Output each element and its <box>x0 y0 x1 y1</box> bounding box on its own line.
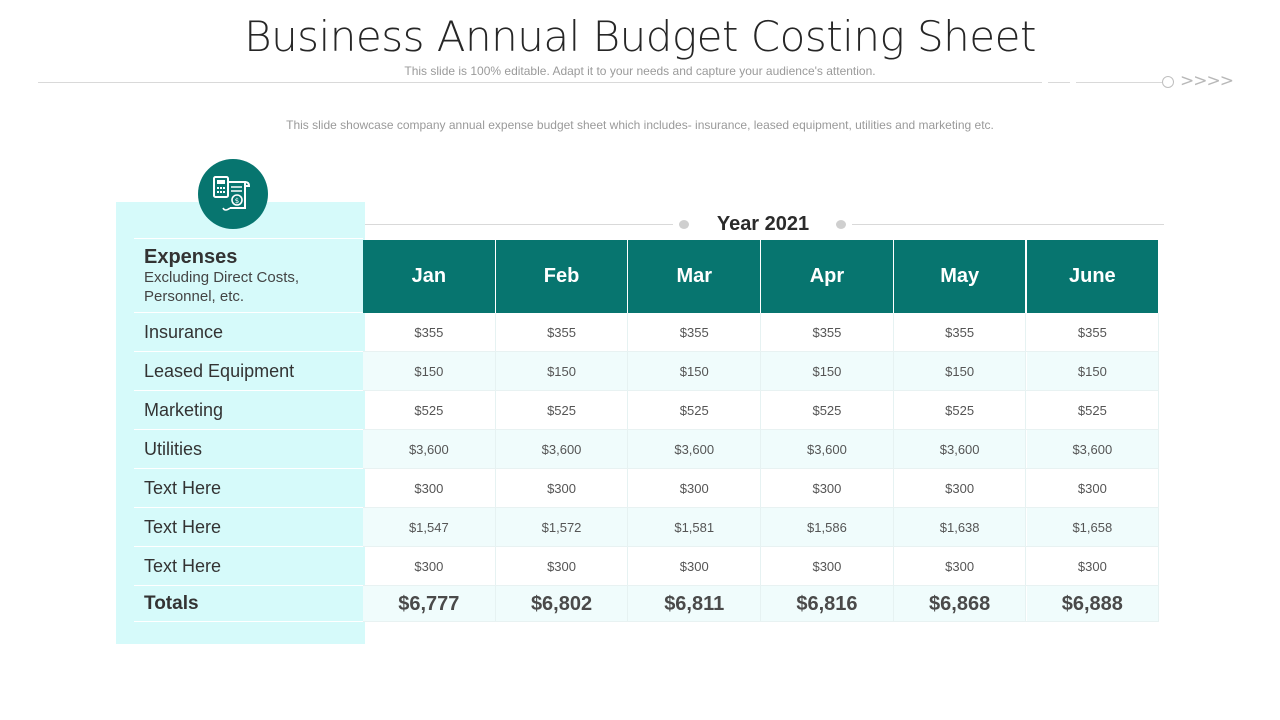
table-cell: $150 <box>893 352 1027 391</box>
expense-row-label: Text Here <box>134 547 363 586</box>
table-cell: $300 <box>761 469 894 508</box>
total-cell: $6,888 <box>1026 586 1160 622</box>
total-cell: $6,777 <box>363 586 496 622</box>
expense-row-label: Insurance <box>134 313 363 352</box>
calculator-invoice-icon: $ <box>198 159 268 229</box>
slide-title: Business Annual Budget Costing Sheet <box>244 12 1036 61</box>
month-header-june: June <box>1026 240 1160 313</box>
row-divider <box>363 507 1159 508</box>
table-cell: $525 <box>363 391 496 430</box>
table-cell: $1,658 <box>1026 508 1160 547</box>
circle-marker-icon <box>1162 76 1174 88</box>
table-cell: $355 <box>496 313 629 352</box>
title-divider-mid <box>1048 82 1070 83</box>
table-cell: $525 <box>496 391 629 430</box>
total-cell: $6,868 <box>893 586 1027 622</box>
title-divider-right <box>1076 82 1166 83</box>
expenses-title: Expenses <box>144 245 238 268</box>
table-cell: $300 <box>1027 469 1160 508</box>
year-divider-right <box>852 224 1164 225</box>
table-cell: $3,600 <box>893 430 1027 469</box>
table-cell: $355 <box>761 313 894 352</box>
expense-row-label: Leased Equipment <box>134 352 363 391</box>
table-cell: $150 <box>628 352 762 391</box>
slide-description: This slide showcase company annual expen… <box>286 118 994 132</box>
month-header-may: May <box>893 240 1027 313</box>
table-cell: $525 <box>1027 391 1160 430</box>
month-header-apr: Apr <box>761 240 894 313</box>
expenses-header: Expenses Excluding Direct Costs, Personn… <box>134 238 363 313</box>
month-header-jan: Jan <box>363 240 496 313</box>
table-cell: $150 <box>761 352 894 391</box>
expenses-subtitle: Excluding Direct Costs, Personnel, etc. <box>144 268 300 305</box>
row-divider <box>363 468 1159 469</box>
table-cell: $525 <box>894 391 1027 430</box>
table-cell: $3,600 <box>1026 430 1160 469</box>
expense-row-label: Text Here <box>134 508 363 547</box>
totals-row-label: Totals <box>134 586 363 622</box>
expense-row-label: Text Here <box>134 469 363 508</box>
title-divider-left <box>38 82 1042 83</box>
table-cell: $3,600 <box>363 430 496 469</box>
table-cell: $1,547 <box>363 508 496 547</box>
row-divider <box>363 351 1159 352</box>
row-divider <box>363 621 1159 622</box>
row-divider <box>363 429 1159 430</box>
table-cell: $355 <box>894 313 1027 352</box>
year-label: Year 2021 <box>716 213 810 235</box>
table-cell: $300 <box>894 469 1027 508</box>
table-cell: $525 <box>761 391 894 430</box>
table-cell: $1,586 <box>761 508 894 547</box>
total-cell: $6,816 <box>761 586 894 622</box>
row-divider <box>363 585 1159 586</box>
total-cell: $6,811 <box>628 586 762 622</box>
table-cell: $355 <box>628 313 762 352</box>
chevrons-icon: >>>> <box>1180 71 1234 91</box>
table-cell: $300 <box>1027 547 1160 586</box>
slide-subtitle: This slide is 100% editable. Adapt it to… <box>404 64 876 78</box>
table-cell: $3,600 <box>761 430 894 469</box>
table-cell: $1,581 <box>628 508 762 547</box>
table-cell: $300 <box>628 547 762 586</box>
total-cell: $6,802 <box>495 586 629 622</box>
table-cell: $150 <box>363 352 496 391</box>
row-divider <box>363 390 1159 391</box>
table-cell: $3,600 <box>495 430 629 469</box>
year-dot-right <box>836 220 846 229</box>
month-header-mar: Mar <box>628 240 762 313</box>
table-cell: $525 <box>628 391 762 430</box>
year-divider-left <box>365 224 673 225</box>
year-dot-left <box>679 220 689 229</box>
table-cell: $1,638 <box>893 508 1027 547</box>
expense-row-label: Marketing <box>134 391 363 430</box>
table-cell: $300 <box>496 469 629 508</box>
table-cell: $300 <box>363 469 496 508</box>
table-cell: $300 <box>628 469 762 508</box>
table-cell: $355 <box>363 313 496 352</box>
month-header-feb: Feb <box>495 240 629 313</box>
expense-row-label: Utilities <box>134 430 363 469</box>
table-cell: $300 <box>894 547 1027 586</box>
table-cell: $150 <box>1026 352 1160 391</box>
svg-text:$: $ <box>235 197 239 205</box>
table-cell: $300 <box>761 547 894 586</box>
row-divider <box>363 546 1159 547</box>
table-cell: $1,572 <box>495 508 629 547</box>
table-cell: $150 <box>495 352 629 391</box>
table-cell: $300 <box>496 547 629 586</box>
table-cell: $3,600 <box>628 430 762 469</box>
table-cell: $355 <box>1027 313 1160 352</box>
table-cell: $300 <box>363 547 496 586</box>
